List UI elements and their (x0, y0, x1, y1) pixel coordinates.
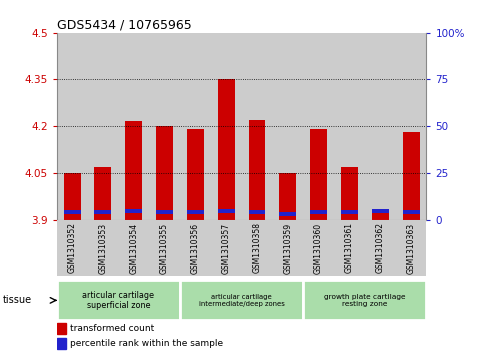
Bar (242, 33, 272, 220)
Bar (303, 280, 426, 321)
Text: transformed count: transformed count (70, 325, 154, 334)
Bar (303, 220, 334, 276)
Bar (64, 210, 80, 214)
Bar (57, 323, 66, 334)
Bar (95, 167, 111, 220)
Bar (280, 212, 296, 216)
Bar (64, 173, 80, 220)
Bar (156, 210, 173, 214)
Text: percentile rank within the sample: percentile rank within the sample (70, 339, 223, 348)
Text: growth plate cartilage
resting zone: growth plate cartilage resting zone (324, 294, 406, 307)
Bar (57, 33, 88, 220)
Bar (125, 209, 142, 213)
Bar (125, 122, 142, 220)
Bar (57, 220, 88, 276)
Bar (218, 209, 235, 213)
Bar (403, 132, 420, 220)
Bar (95, 210, 111, 214)
Bar (118, 33, 149, 220)
Text: GSM1310361: GSM1310361 (345, 223, 354, 273)
Bar (272, 33, 303, 220)
Bar (341, 167, 358, 220)
Text: GDS5434 / 10765965: GDS5434 / 10765965 (57, 19, 191, 32)
Bar (248, 120, 265, 220)
Bar (180, 280, 303, 321)
Bar (280, 173, 296, 220)
Bar (187, 129, 204, 220)
Bar (365, 220, 395, 276)
Bar (403, 210, 420, 214)
Text: GSM1310358: GSM1310358 (252, 223, 261, 273)
Bar (149, 220, 180, 276)
Bar (88, 33, 118, 220)
Bar (248, 210, 265, 214)
Bar (341, 210, 358, 214)
Bar (187, 210, 204, 214)
Bar (303, 33, 334, 220)
Bar (180, 220, 211, 276)
Bar (156, 126, 173, 220)
Text: tissue: tissue (2, 295, 32, 305)
Text: GSM1310356: GSM1310356 (191, 223, 200, 274)
Bar (272, 220, 303, 276)
Bar (211, 220, 242, 276)
Text: GSM1310352: GSM1310352 (68, 223, 76, 273)
Bar (218, 79, 235, 220)
Bar (395, 220, 426, 276)
Bar (395, 33, 426, 220)
Bar (57, 280, 180, 321)
Bar (334, 33, 365, 220)
Bar (372, 209, 388, 220)
Bar (334, 220, 365, 276)
Bar (88, 220, 118, 276)
Bar (211, 33, 242, 220)
Bar (310, 129, 327, 220)
Bar (365, 33, 395, 220)
Text: GSM1310357: GSM1310357 (222, 223, 231, 274)
Text: articular cartilage
superficial zone: articular cartilage superficial zone (82, 291, 154, 310)
Bar (180, 33, 211, 220)
Bar (118, 220, 149, 276)
Text: GSM1310355: GSM1310355 (160, 223, 169, 274)
Text: GSM1310363: GSM1310363 (407, 223, 416, 274)
Bar (372, 209, 388, 213)
Text: GSM1310362: GSM1310362 (376, 223, 385, 273)
Text: GSM1310359: GSM1310359 (283, 223, 292, 274)
Text: GSM1310360: GSM1310360 (314, 223, 323, 274)
Bar (242, 220, 272, 276)
Text: GSM1310353: GSM1310353 (99, 223, 107, 274)
Bar (310, 210, 327, 214)
Text: GSM1310354: GSM1310354 (129, 223, 138, 274)
Bar (149, 33, 180, 220)
Text: articular cartilage
intermediate/deep zones: articular cartilage intermediate/deep zo… (199, 294, 284, 307)
Bar (57, 338, 66, 349)
